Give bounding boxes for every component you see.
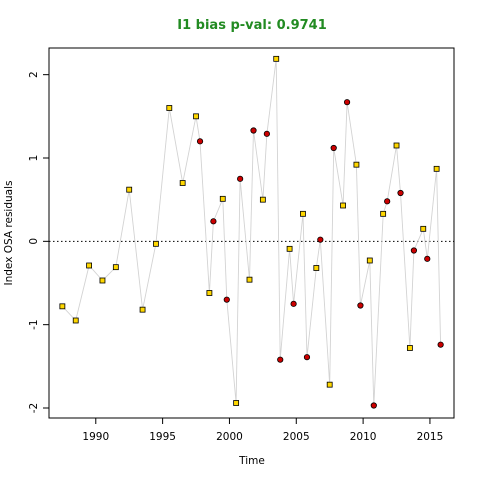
data-point-square xyxy=(166,105,173,111)
y-tick-label: -2 xyxy=(28,403,40,413)
data-point-square xyxy=(393,142,400,149)
data-point-circle xyxy=(330,144,337,152)
data-point-circle xyxy=(370,402,377,409)
data-point-square xyxy=(313,265,320,271)
data-point-square xyxy=(206,290,213,296)
data-point-square xyxy=(179,180,186,186)
data-point-square xyxy=(233,400,240,406)
data-point-square xyxy=(259,196,266,203)
data-point-circle xyxy=(250,127,257,134)
x-tick-label: 2000 xyxy=(216,431,243,443)
data-point-square xyxy=(340,202,346,209)
data-point-square xyxy=(99,277,106,284)
data-point-square xyxy=(273,55,280,62)
data-point-circle xyxy=(277,356,284,363)
x-axis: 1990 1995 2000 2005 2010 2015 xyxy=(82,418,443,443)
data-point-circle xyxy=(290,300,297,307)
plot-frame xyxy=(48,47,455,419)
data-point-square xyxy=(59,303,66,310)
data-point-circle xyxy=(303,354,311,361)
data-point-square xyxy=(326,381,333,388)
y-tick-label: 1 xyxy=(28,155,40,162)
chart-title: I1 bias p-val: 0.9741 xyxy=(177,18,327,33)
connector-lines xyxy=(62,58,442,406)
data-point-circle xyxy=(317,236,324,243)
data-point-square xyxy=(86,262,92,269)
y-axis: -2 -1 0 1 2 xyxy=(28,71,49,413)
data-point-square xyxy=(72,317,79,324)
data-point-square xyxy=(112,264,119,271)
data-point-square xyxy=(406,345,413,351)
data-point-square xyxy=(366,257,373,264)
data-point-square xyxy=(353,161,360,168)
data-point-square xyxy=(219,195,226,202)
y-tick-label: 2 xyxy=(28,71,40,78)
data-point-square xyxy=(193,113,199,120)
data-point-square xyxy=(433,165,440,172)
data-point-square xyxy=(300,210,306,217)
y-tick-label: 0 xyxy=(28,238,40,245)
x-tick-label: 2010 xyxy=(350,431,377,443)
y-tick-label: -1 xyxy=(28,319,40,329)
data-point-circle xyxy=(384,198,391,205)
data-point-square xyxy=(286,245,293,252)
data-point-circle xyxy=(196,138,204,145)
data-point-circle xyxy=(357,302,364,309)
data-point-square xyxy=(380,210,387,217)
data-points xyxy=(59,55,444,409)
x-tick-label: 2005 xyxy=(283,431,310,443)
data-point-circle xyxy=(410,247,418,254)
data-point-circle xyxy=(437,341,444,348)
data-point-square xyxy=(126,186,133,193)
x-tick-label: 1990 xyxy=(82,431,109,443)
data-point-square xyxy=(139,306,146,313)
data-point-square xyxy=(246,276,253,283)
x-tick-label: 2015 xyxy=(417,431,444,443)
data-point-circle xyxy=(210,218,217,225)
data-point-circle xyxy=(223,296,230,303)
data-point-circle xyxy=(343,99,351,106)
connector-polyline xyxy=(62,58,442,406)
x-axis-label: Time xyxy=(238,455,265,467)
data-point-circle xyxy=(397,189,404,197)
data-point-square xyxy=(420,225,427,232)
data-point-circle xyxy=(263,130,270,137)
data-point-circle xyxy=(424,255,431,262)
x-tick-label: 1995 xyxy=(149,431,176,443)
data-point-square xyxy=(153,240,159,247)
data-point-circle xyxy=(237,175,244,182)
y-axis-label: Index OSA residuals xyxy=(3,181,15,286)
